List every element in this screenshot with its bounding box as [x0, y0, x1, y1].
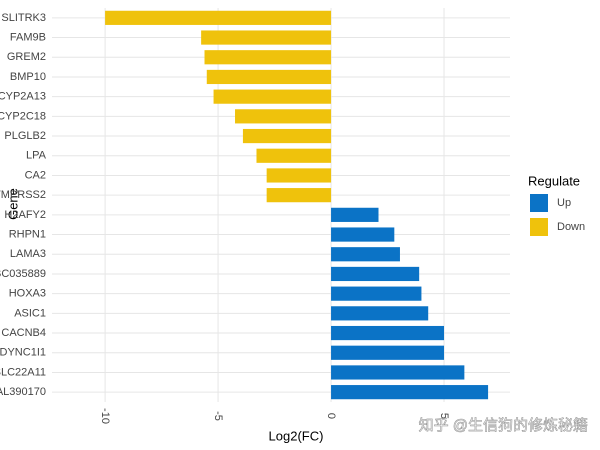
legend-swatch	[530, 194, 548, 212]
bar	[206, 69, 332, 85]
bar	[266, 188, 332, 203]
y-tick-label: ASIC1	[14, 307, 46, 319]
y-tick-label: FAM9B	[10, 31, 46, 43]
y-tick-label: PLGLB2	[4, 130, 46, 142]
bar	[266, 168, 332, 183]
y-tick-label: CYP2C18	[0, 110, 46, 122]
y-tick-label: H2AFY2	[4, 209, 46, 221]
bar	[201, 30, 332, 45]
y-tick-label: SLITRK3	[1, 12, 46, 24]
y-tick-label: LPA	[26, 150, 47, 162]
y-tick-label: AL390170	[0, 386, 46, 398]
legend-label: Up	[557, 197, 571, 209]
x-tick-label: 0	[325, 413, 337, 419]
y-tick-label: SLC22A11	[0, 366, 46, 378]
y-tick-label: CYP2A13	[0, 91, 46, 103]
bar	[256, 148, 332, 163]
y-tick-label: BMP10	[10, 71, 46, 83]
y-tick-label: LAMA3	[10, 248, 46, 260]
y-tick-label: RHPN1	[9, 228, 46, 240]
bar	[235, 109, 332, 124]
bar	[213, 89, 332, 104]
y-tick-label: HOXA3	[9, 288, 46, 300]
legend-title: Regulate	[528, 173, 580, 188]
bar	[331, 306, 429, 321]
y-tick-label: DYNC1I1	[0, 347, 46, 359]
y-tick-label: BC035889	[0, 268, 46, 280]
bar	[331, 207, 379, 222]
bar	[331, 385, 489, 400]
y-tick-label: CACNB4	[1, 327, 46, 339]
bar	[331, 247, 400, 262]
y-tick-label: GREM2	[7, 51, 46, 63]
y-tick-label: TMPRSS2	[0, 189, 46, 201]
legend-label: Down	[557, 221, 585, 233]
bar	[105, 10, 332, 25]
x-tick-label: 5	[438, 413, 450, 419]
bar	[331, 286, 422, 301]
watermark: 知乎 @生信狗的修炼秘籍	[419, 417, 588, 434]
bar	[331, 365, 465, 380]
x-tick-label: -10	[99, 408, 111, 424]
legend-swatch	[530, 218, 548, 236]
bar	[331, 266, 420, 282]
bar	[204, 50, 332, 65]
bar	[331, 325, 445, 341]
bar	[331, 227, 395, 242]
x-axis-label: Log2(FC)	[269, 428, 324, 443]
bar	[331, 345, 445, 360]
y-axis-label: Gene	[5, 188, 20, 220]
x-tick-label: -5	[212, 411, 224, 421]
bar	[242, 128, 332, 144]
y-tick-label: CA2	[25, 169, 46, 181]
